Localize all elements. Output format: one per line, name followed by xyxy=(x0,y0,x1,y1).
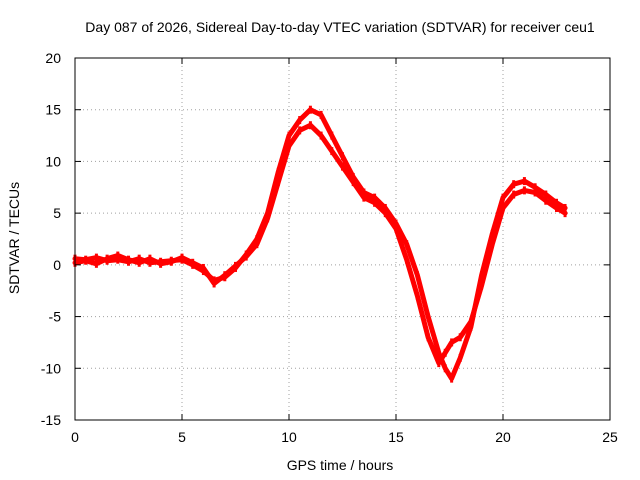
y-axis-label: SDTVAR / TECUs xyxy=(6,182,22,294)
y-tick-label: 20 xyxy=(45,50,61,66)
y-tick-label: -15 xyxy=(41,412,61,428)
x-tick-label: 15 xyxy=(388,429,404,445)
x-tick-label: 25 xyxy=(602,429,618,445)
y-tick-label: 10 xyxy=(45,153,61,169)
x-tick-label: 5 xyxy=(178,429,186,445)
x-tick-label: 10 xyxy=(281,429,297,445)
x-tick-label: 20 xyxy=(495,429,511,445)
y-tick-label: 0 xyxy=(53,257,61,273)
series-layer xyxy=(72,105,568,383)
chart-title: Day 087 of 2026, Sidereal Day-to-day VTE… xyxy=(85,19,595,35)
y-tick-label: 15 xyxy=(45,102,61,118)
y-tick-label: -5 xyxy=(49,309,62,325)
x-tick-label: 0 xyxy=(71,429,79,445)
series-line-2 xyxy=(72,122,568,366)
plot-frame xyxy=(74,57,611,421)
y-tick-label: -10 xyxy=(41,360,61,376)
y-tick-label: 5 xyxy=(53,205,61,221)
x-axis-label: GPS time / hours xyxy=(287,457,394,473)
tick-layer: 0 5 10 15 20 25 -15 -10 -5 0 5 10 15 20 xyxy=(41,50,618,445)
